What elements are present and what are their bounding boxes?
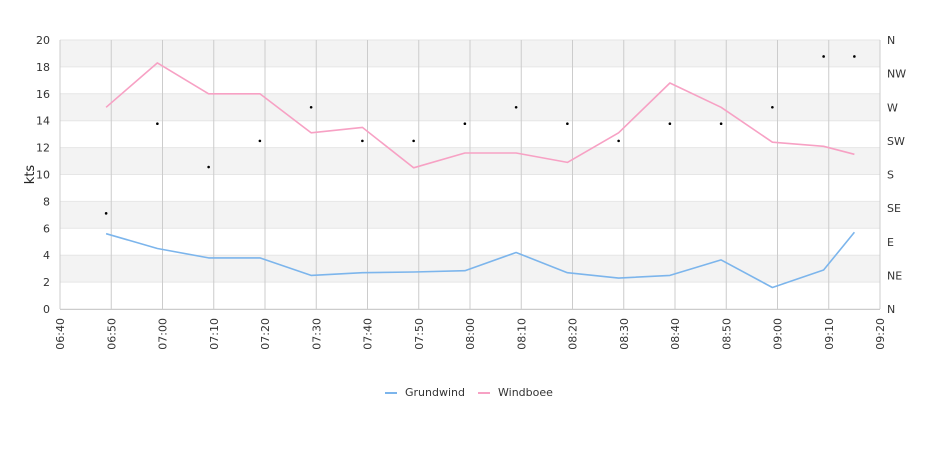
y2-tick-label: N	[887, 303, 895, 316]
x-tick-label: 08:50	[720, 318, 733, 350]
y-tick-label: 14	[36, 115, 50, 128]
y2-tick-label: E	[887, 236, 894, 249]
y2-tick-label: N	[887, 34, 895, 47]
direction-point	[309, 105, 313, 109]
y2-tick-label: S	[887, 169, 894, 182]
y-tick-label: 2	[43, 276, 50, 289]
y-tick-label: 8	[43, 195, 50, 208]
x-tick-label: 08:00	[464, 318, 477, 350]
x-tick-label: 08:10	[515, 318, 528, 350]
direction-point	[104, 212, 108, 215]
vertical-gridlines	[59, 40, 881, 310]
x-axis-ticks: 06:40 06:50 07:00 07:10 07:20 07:30 07:40 07:50…	[54, 318, 887, 350]
x-tick-label: 07:50	[413, 318, 426, 350]
y-tick-label: 4	[43, 249, 50, 262]
direction-markers	[104, 55, 856, 215]
y2-tick-label: SW	[887, 135, 905, 148]
legend[interactable]: Grundwind Windboee	[385, 386, 553, 399]
y2-tick-label: NE	[887, 269, 902, 282]
direction-point	[514, 105, 518, 109]
y-axis-title: kts	[23, 165, 38, 185]
y2-axis-ticks: N NE E SE S SW W NW N	[887, 34, 906, 316]
y2-tick-label: W	[887, 101, 898, 114]
x-tick-label: 06:50	[105, 318, 118, 350]
direction-point	[156, 122, 159, 125]
legend-item-grundwind[interactable]: Grundwind	[385, 386, 465, 399]
series-lines	[105, 62, 856, 289]
direction-point	[361, 139, 364, 143]
y-tick-label: 18	[36, 61, 50, 74]
x-tick-label: 07:10	[208, 318, 221, 350]
series-line-windboee	[105, 62, 855, 169]
x-tick-label: 09:20	[874, 318, 887, 350]
y2-tick-label: SE	[887, 202, 901, 215]
direction-point	[207, 165, 210, 169]
direction-point	[668, 122, 672, 125]
y2-tick-label: NW	[887, 68, 906, 81]
direction-point	[566, 122, 569, 125]
x-tick-label: 09:00	[772, 318, 785, 350]
x-tick-label: 08:40	[669, 318, 682, 350]
y-tick-label: 6	[43, 222, 50, 235]
y-tick-label: 0	[43, 303, 50, 316]
y-axis-ticks: 0 2 4 6 8 10 12 14 16 18 20	[36, 34, 50, 316]
y-tick-label: 16	[36, 88, 50, 101]
x-tick-label: 07:20	[259, 318, 272, 350]
x-tick-label: 07:30	[310, 318, 323, 350]
direction-point	[463, 122, 467, 125]
y-tick-label: 10	[36, 169, 50, 182]
direction-point	[853, 55, 856, 58]
y-tick-label: 20	[36, 34, 50, 47]
x-tick-label: 08:20	[567, 318, 580, 350]
direction-point	[617, 139, 620, 143]
x-tick-label: 07:00	[157, 318, 170, 350]
y-tick-label: 12	[36, 142, 50, 155]
direction-point	[771, 105, 774, 109]
series-line-grundwind	[105, 231, 856, 289]
legend-item-windboee[interactable]: Windboee	[478, 386, 553, 399]
x-tick-label: 06:40	[54, 318, 67, 350]
legend-label: Grundwind	[405, 386, 465, 399]
direction-point	[258, 139, 262, 143]
x-tick-label: 08:30	[618, 318, 631, 350]
x-tick-label: 07:40	[362, 318, 375, 350]
direction-point	[719, 122, 723, 125]
legend-label: Windboee	[498, 386, 553, 399]
direction-point	[822, 55, 825, 58]
x-tick-label: 09:10	[823, 318, 836, 350]
direction-point	[412, 139, 415, 143]
